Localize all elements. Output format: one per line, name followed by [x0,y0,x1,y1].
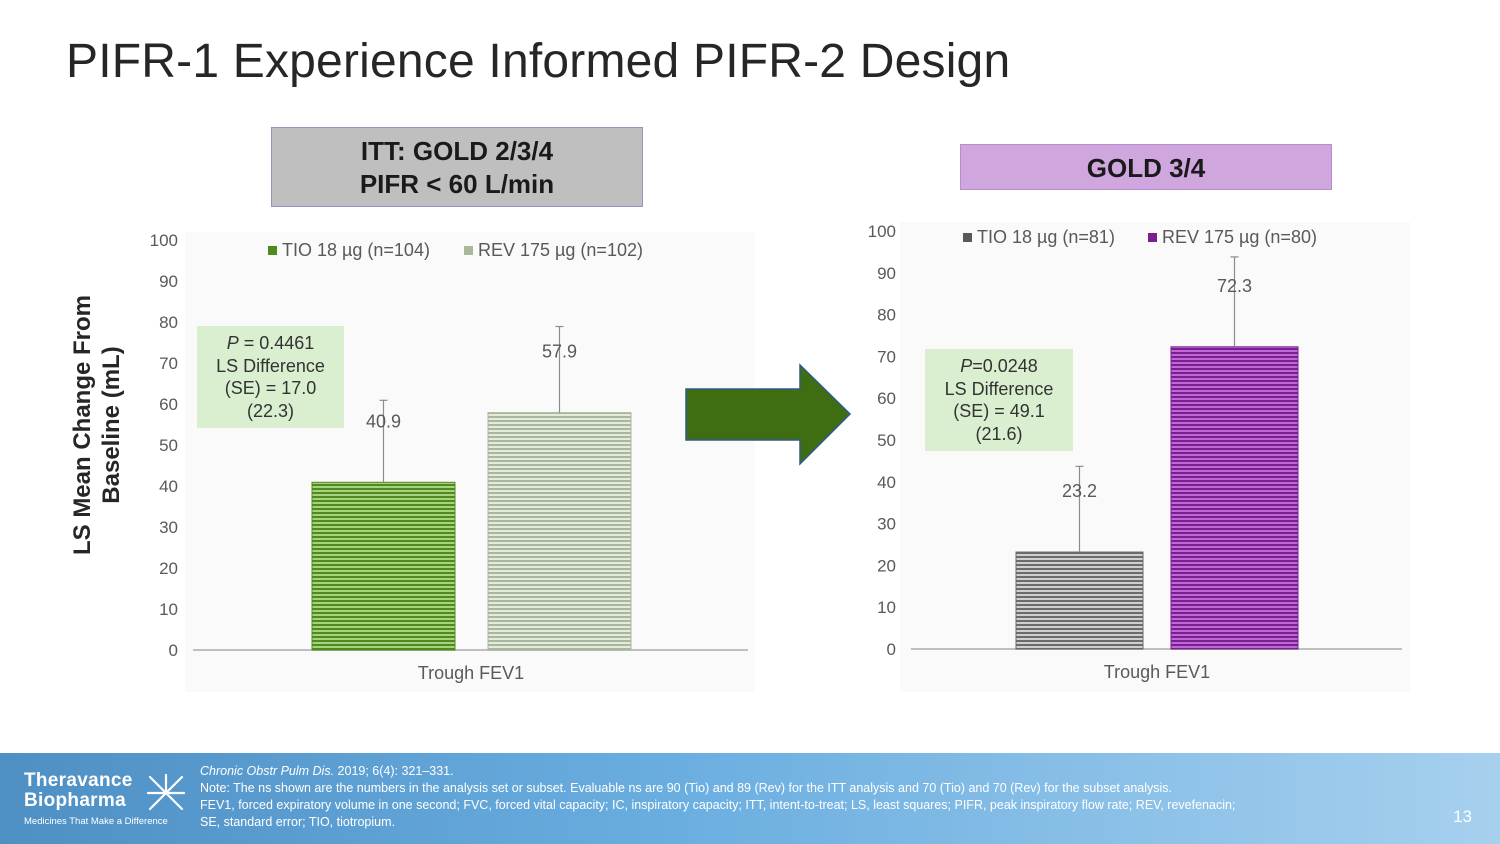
y-tick-label: 0 [169,641,178,660]
y-tick-label: 30 [159,518,178,537]
left-stat-p-value: = 0.4461 [238,333,315,353]
left-stat-line-3: (SE) = 17.0 [224,378,317,398]
y-tick-label: 80 [877,306,896,325]
y-tick-label: 60 [877,389,896,408]
legend-label: REV 175 µg (n=102) [478,240,643,260]
legend-swatch [963,233,972,242]
data-label: 57.9 [542,342,577,362]
company-logo: Theravance Biopharma Medicines That Make… [24,770,168,828]
footer-bar: Theravance Biopharma Medicines That Make… [0,753,1500,844]
right-stat-line-2: LS Difference [944,378,1054,399]
y-tick-label: 40 [159,477,178,496]
citation-details: 2019; 6(4): 321–331. [334,764,454,778]
y-tick-label: 0 [887,640,896,659]
chart-right: 0 10 20 30 40 50 60 70 80 90 100 Trough FEV1 TIO 18 … [868,222,1402,682]
bar [487,412,632,651]
left-stat-line-2: LS Difference [216,355,325,376]
bar [1170,346,1299,650]
y-tick-label: 100 [868,222,896,241]
y-tick-label: 10 [877,598,896,617]
x-category-label: Trough FEV1 [1104,662,1210,682]
left-stat-box: P = 0.4461 LS Difference (SE) = 17.0 (22… [197,326,344,428]
legend-label: REV 175 µg (n=80) [1162,227,1317,247]
y-tick-label: 80 [159,313,178,332]
itt-header-line-2: PIFR < 60 L/min [359,169,555,199]
y-tick-label: 50 [877,431,896,450]
left-stat-line-4: (22.3) [246,400,295,421]
bar [1015,551,1144,650]
legend-label: TIO 18 µg (n=81) [977,227,1115,247]
legend-label: TIO 18 µg (n=104) [282,240,430,260]
itt-header-box: ITT: GOLD 2/3/4 PIFR < 60 L/min [271,127,643,207]
left-stat-p-symbol: P [226,333,239,353]
data-label: 72.3 [1217,276,1252,296]
note-line-3: SE, standard error; TIO, tiotropium. [200,815,395,829]
data-label: 23.2 [1062,481,1097,501]
chart-left: 0 10 20 30 40 50 60 70 80 90 100 Trough FEV1 TIO 18 … [150,231,748,683]
y-tick-label: 30 [877,515,896,534]
arrow-right-icon [685,363,852,466]
y-tick-label: 20 [159,559,178,578]
citation-journal: Chronic Obstr Pulm Dis. [200,764,335,778]
right-stat-line-1: P=0.0248 [925,355,1073,378]
citation: Chronic Obstr Pulm Dis. 2019; 6(4): 321–… [200,763,1380,780]
y-tick-label: 70 [877,347,896,366]
note-line-2: FEV1, forced expiratory volume in one se… [200,798,1236,812]
left-stat-line-1: P = 0.4461 [197,332,344,355]
itt-header-line-1: ITT: GOLD 2/3/4 [360,136,554,166]
gold34-header-box: GOLD 3/4 [960,144,1332,190]
y-tick-label: 100 [150,231,178,250]
y-tick-label: 40 [877,473,896,492]
right-stat-box: P=0.0248 LS Difference (SE) = 49.1 (21.6… [925,349,1073,451]
left-plot-background [185,232,755,692]
legend-swatch [268,246,277,255]
data-label: 40.9 [366,411,401,431]
y-tick-label: 60 [159,395,178,414]
y-tick-label: 90 [877,264,896,283]
x-category-label: Trough FEV1 [418,663,524,683]
note-line-1: Note: The ns shown are the numbers in th… [200,781,1173,795]
legend-swatch [464,246,473,255]
logo-line-2: Biopharma [24,790,126,811]
logo-line-1: Theravance [24,770,133,791]
logo-tagline: Medicines That Make a Difference [24,816,168,827]
y-tick-label: 70 [159,354,178,373]
page-title: PIFR-1 Experience Informed PIFR-2 Design [66,35,1011,88]
y-tick-label: 50 [159,436,178,455]
y-tick-label: 20 [877,556,896,575]
logo-star-icon [146,773,186,811]
footnotes: Chronic Obstr Pulm Dis. 2019; 6(4): 321–… [200,763,1380,831]
bar [311,481,456,651]
right-stat-line-4: (21.6) [975,423,1023,444]
right-stat-line-3: (SE) = 49.1 [953,401,1045,421]
page-number: 13 [1453,807,1472,826]
y-tick-label: 10 [159,600,178,619]
legend-swatch [1148,233,1157,242]
right-stat-p-value: =0.0248 [972,356,1038,376]
right-stat-p-symbol: P [960,356,973,376]
right-plot-background [900,222,1410,692]
y-tick-label: 90 [159,272,178,291]
